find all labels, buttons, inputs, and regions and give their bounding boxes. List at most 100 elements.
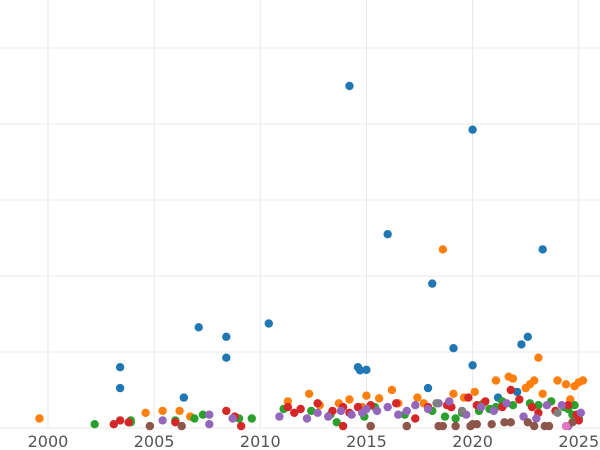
data-point-s1-21	[470, 387, 479, 397]
data-point-s4-2	[205, 410, 214, 419]
data-point-s0-11	[383, 230, 392, 239]
data-point-s3-21	[464, 393, 473, 402]
data-point-s3-26	[515, 395, 524, 404]
data-point-s1-3	[175, 406, 184, 416]
data-point-s3-30	[563, 401, 573, 410]
data-point-s2-24	[508, 401, 518, 410]
data-point-s1-0	[35, 414, 44, 423]
data-point-s0-6	[264, 319, 273, 328]
data-point-s4-4	[275, 412, 284, 421]
data-point-s1-30	[538, 389, 547, 398]
x-tick-label-2015: 2015	[346, 432, 387, 450]
data-point-s5-9	[500, 418, 509, 427]
data-point-s5-8	[487, 420, 496, 429]
data-point-s4-29	[576, 408, 586, 417]
data-point-s1-11	[362, 391, 371, 400]
data-point-s4-23	[502, 399, 511, 408]
data-point-s3-3	[171, 418, 180, 427]
data-point-s4-15	[402, 406, 411, 416]
data-point-s5-10	[506, 418, 516, 427]
data-point-s4-16	[411, 401, 420, 410]
data-point-s3-4	[222, 406, 231, 416]
x-tick-label-2020: 2020	[452, 432, 493, 450]
data-point-s1-29	[534, 353, 543, 362]
data-point-s3-25	[506, 385, 516, 395]
data-point-s5-1	[177, 421, 186, 431]
data-point-s4-12	[372, 406, 382, 416]
data-point-s2-17	[451, 414, 460, 423]
data-point-s4-14	[394, 410, 403, 419]
data-point-s2-9	[307, 406, 316, 416]
data-point-s1-17	[438, 245, 448, 254]
data-point-s3-32	[574, 416, 583, 425]
data-point-s3-2	[124, 418, 133, 427]
data-point-s0-5	[222, 353, 231, 362]
data-point-s4-8	[336, 406, 346, 416]
data-point-s4-25	[532, 414, 541, 423]
data-point-s1-1	[141, 408, 150, 417]
data-point-s4-13	[383, 402, 392, 412]
data-point-s3-27	[527, 402, 537, 412]
data-point-s2-0	[90, 420, 99, 429]
data-point-s3-10	[313, 399, 322, 408]
data-point-s3-0	[109, 420, 118, 429]
data-point-s1-2	[158, 406, 167, 416]
data-point-s4-1	[205, 420, 214, 429]
data-point-s0-4	[222, 332, 231, 341]
data-point-s0-13	[428, 279, 437, 288]
data-point-s1-6	[304, 389, 314, 398]
data-point-s0-18	[523, 332, 533, 341]
data-point-s1-25	[508, 374, 518, 383]
data-point-s1-23	[491, 376, 501, 385]
data-point-s6-0	[432, 399, 441, 408]
x-tick-label-2025: 2025	[558, 432, 599, 450]
data-point-s1-28	[529, 376, 539, 385]
data-point-s2-16	[440, 412, 450, 421]
data-point-s0-9	[355, 366, 365, 375]
data-point-s1-13	[387, 385, 397, 395]
data-point-s0-19	[538, 245, 547, 254]
data-point-s5-4	[451, 421, 460, 431]
data-points	[35, 81, 588, 431]
data-point-s0-10	[362, 365, 371, 375]
data-point-s4-7	[324, 412, 333, 421]
data-point-s6-1	[457, 406, 467, 416]
data-point-s4-22	[489, 406, 499, 416]
data-point-s1-35	[578, 376, 588, 385]
data-point-s4-9	[347, 410, 356, 419]
data-point-s5-16	[366, 421, 375, 431]
data-point-s1-15	[413, 393, 422, 402]
data-point-s4-17	[423, 404, 433, 414]
data-point-s5-15	[568, 418, 577, 427]
data-point-s1-31	[553, 376, 562, 385]
data-point-s3-6	[236, 421, 246, 431]
data-point-s3-7	[283, 402, 293, 412]
data-point-s4-6	[313, 408, 322, 417]
data-point-s0-17	[517, 340, 526, 349]
data-point-s0-15	[468, 125, 477, 134]
data-point-s4-11	[362, 404, 371, 414]
data-point-s1-19	[449, 389, 458, 398]
data-point-s1-9	[345, 395, 354, 404]
x-axis-tick-labels: 2000 2005 2010 2015 2020 2025	[28, 432, 600, 450]
data-point-s0-20	[512, 387, 522, 397]
data-point-s4-19	[445, 397, 454, 406]
data-point-s2-4	[190, 414, 199, 423]
data-point-s4-0	[158, 416, 167, 425]
data-point-s0-0	[115, 363, 125, 372]
vertical-gridlines	[47, 0, 580, 428]
data-point-s4-27	[557, 401, 566, 410]
data-point-s3-1	[115, 416, 125, 425]
data-point-s4-3	[228, 414, 237, 423]
data-point-s0-3	[194, 323, 203, 332]
data-point-s5-0	[145, 421, 155, 431]
x-tick-label-2005: 2005	[134, 432, 175, 450]
data-point-s4-21	[476, 402, 486, 412]
data-point-s7-0	[561, 421, 571, 431]
data-point-s5-3	[438, 421, 448, 431]
data-point-s1-12	[374, 394, 384, 403]
data-point-s3-17	[411, 414, 420, 423]
data-point-s2-5	[198, 410, 208, 419]
